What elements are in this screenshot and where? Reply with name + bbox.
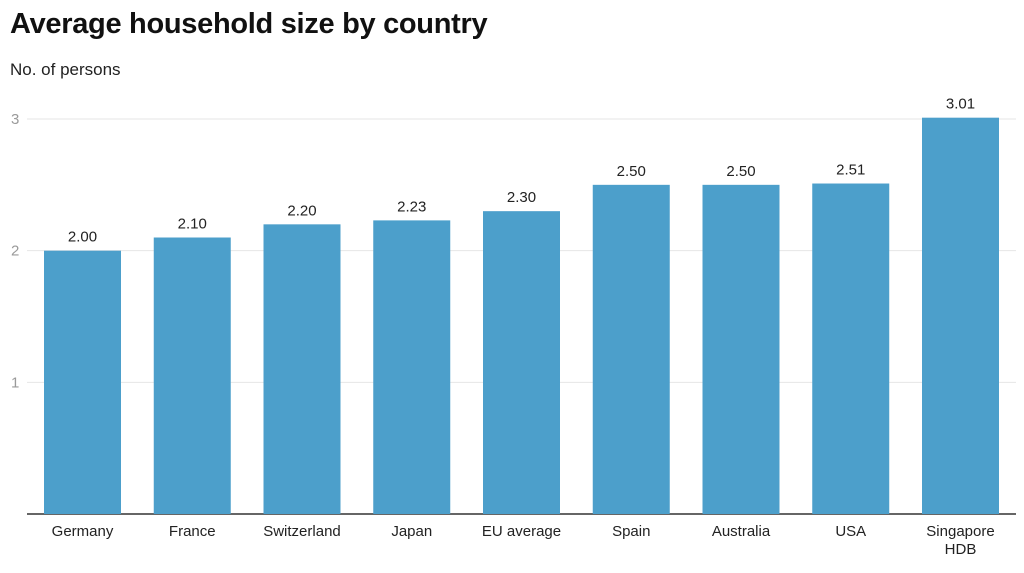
- labels: 1 2 3 2.00 Germany 2.10 France 2.20 Switzerland 2…: [11, 96, 995, 558]
- y-tick-label: 1: [11, 374, 19, 391]
- y-tick-label: 3: [11, 111, 19, 128]
- bar-usa: [812, 183, 890, 514]
- bar-spain: [592, 184, 670, 515]
- data-label: 2.30: [507, 189, 536, 206]
- x-tick-label: USA: [835, 523, 866, 540]
- bar-germany: [44, 250, 121, 514]
- data-label: 2.00: [68, 229, 97, 246]
- bar-france: [153, 237, 231, 514]
- data-label: 3.01: [946, 96, 975, 113]
- data-label: 2.50: [726, 163, 755, 180]
- x-tick-label: France: [169, 523, 216, 540]
- data-label: 2.20: [287, 202, 316, 219]
- data-label: 2.50: [617, 163, 646, 180]
- x-tick-label: Germany: [52, 523, 114, 540]
- x-tick-label: Singapore HDB: [926, 523, 994, 558]
- x-tick-label: Japan: [391, 523, 432, 540]
- x-tick-label: Spain: [612, 523, 650, 540]
- data-label: 2.10: [178, 216, 207, 233]
- bar-australia: [702, 184, 780, 515]
- data-label: 2.23: [397, 198, 426, 215]
- bar-singapore-hdb: [922, 117, 999, 514]
- bars: [44, 117, 999, 515]
- chart-title: Average household size by country: [10, 8, 488, 40]
- bar-japan: [373, 220, 451, 514]
- bar-eu-average: [483, 211, 560, 514]
- x-tick-label: EU average: [482, 523, 561, 540]
- data-label: 2.51: [836, 162, 865, 179]
- y-tick-label: 2: [11, 243, 19, 260]
- x-tick-label: Australia: [712, 523, 771, 540]
- x-tick-label: Switzerland: [263, 523, 341, 540]
- chart-subtitle: No. of persons: [10, 60, 121, 79]
- bar-switzerland: [263, 224, 341, 515]
